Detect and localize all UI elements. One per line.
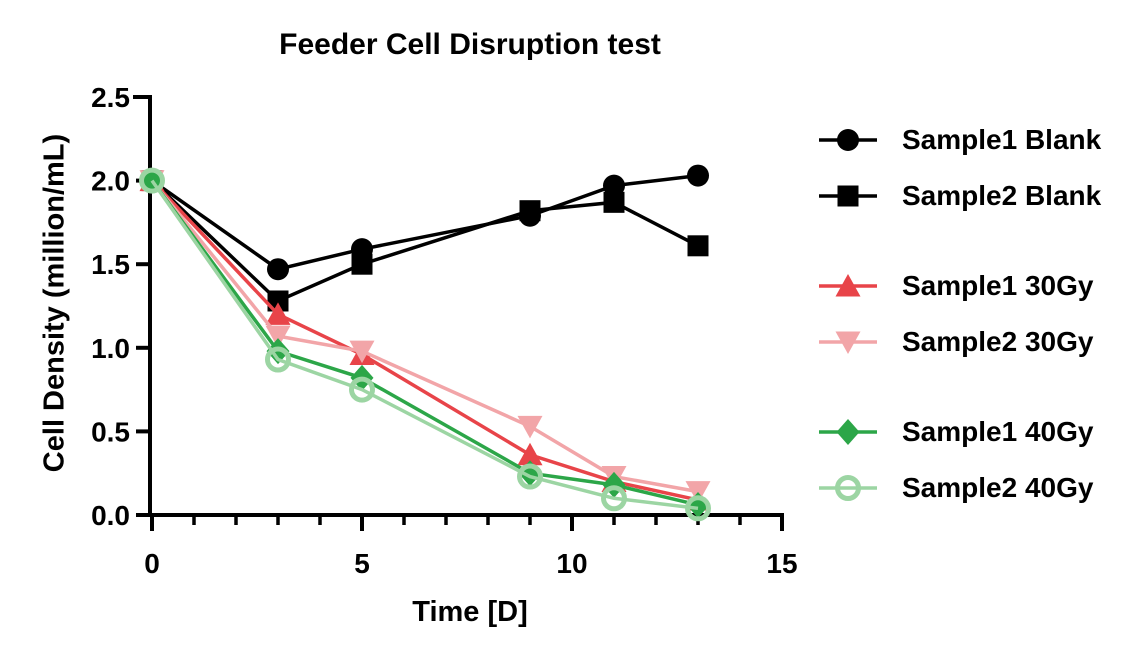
legend-marker-sample2-blank [819, 185, 877, 207]
x-axis-label: Time [D] [412, 596, 528, 628]
y-tick-label: 1.0 [91, 333, 130, 364]
legend-marker-sample1-40gy [819, 419, 877, 445]
legend-label: Sample1 30Gy [902, 270, 1094, 301]
legend-item-sample2-blank: Sample2 Blank [816, 168, 1101, 224]
marker-triangle-up [835, 274, 861, 297]
series-line-sample2-40gy [150, 179, 699, 511]
marker-triangle-up [517, 442, 543, 466]
series-line-sample1-40gy [150, 179, 699, 507]
legend-marker-sample1-blank [819, 129, 877, 151]
marker-square [687, 235, 709, 257]
marker-triangle-down [517, 415, 543, 439]
marker-circle-open [139, 167, 165, 194]
legend-item-sample1-blank: Sample1 Blank [816, 112, 1101, 168]
legend-group-40gy: Sample1 40Gy Sample2 40Gy [816, 404, 1101, 516]
series-line-sample1-blank [150, 173, 699, 272]
marker-circle-open [601, 485, 627, 512]
marker-circle-open [265, 346, 291, 373]
legend-label: Sample1 Blank [902, 124, 1102, 155]
marker-triangle-down [835, 331, 861, 354]
marker-triangle-up [265, 302, 291, 325]
marker-circle-open [517, 463, 543, 490]
legend-label: Sample2 30Gy [902, 326, 1094, 357]
marker-circle-open [835, 475, 861, 501]
legend-marker-sample1-30gy [819, 274, 877, 297]
legend-item-sample2-30gy: Sample2 30Gy [816, 314, 1101, 370]
marker-circle [267, 258, 289, 281]
legend-group-blank: Sample1 Blank Sample2 Blank [816, 112, 1101, 224]
x-tick-label: 10 [556, 548, 587, 579]
marker-square [603, 191, 625, 213]
y-tick-label: 1.5 [91, 249, 130, 280]
y-tick-label: 0.0 [91, 500, 130, 531]
series-line-sample1-30gy [150, 179, 699, 502]
y-tick-label: 2.5 [91, 82, 130, 113]
legend-label: Sample2 Blank [902, 180, 1102, 211]
marker-square [267, 290, 289, 312]
marker-square [519, 200, 541, 222]
x-tick-label: 0 [144, 548, 160, 579]
legend-marker-sample2-30gy [819, 331, 877, 354]
legend-label: Sample2 40Gy [902, 472, 1094, 503]
marker-circle [603, 174, 625, 197]
legend-label: Sample1 40Gy [902, 416, 1094, 447]
marker-circle-open [349, 376, 375, 403]
marker-diamond [836, 419, 860, 445]
marker-square [837, 185, 859, 207]
marker-circle [837, 129, 859, 151]
marker-circle [687, 164, 709, 187]
x-tick-label: 5 [354, 548, 370, 579]
x-tick-label: 15 [766, 548, 797, 579]
legend: Sample1 Blank Sample2 Blank Sample1 30Gy… [816, 112, 1101, 516]
chart-title: Feeder Cell Disruption test [279, 28, 661, 61]
axis-frame [133, 95, 784, 531]
legend-item-sample2-40gy: Sample2 40Gy [816, 460, 1101, 516]
marker-triangle-down [349, 340, 375, 364]
series-line-sample2-blank [150, 179, 699, 304]
marker-square [351, 253, 373, 275]
marker-circle-open [685, 495, 711, 522]
series-line-sample2-30gy [150, 179, 699, 494]
legend-item-sample1-40gy: Sample1 40Gy [816, 404, 1101, 460]
marker-triangle-down [265, 325, 291, 349]
y-tick-label: 0.5 [91, 416, 130, 447]
legend-group-30gy: Sample1 30Gy Sample2 30Gy [816, 258, 1101, 370]
legend-marker-sample2-40gy [819, 475, 877, 501]
legend-item-sample1-30gy: Sample1 30Gy [816, 258, 1101, 314]
y-tick-label: 2.0 [91, 166, 130, 197]
